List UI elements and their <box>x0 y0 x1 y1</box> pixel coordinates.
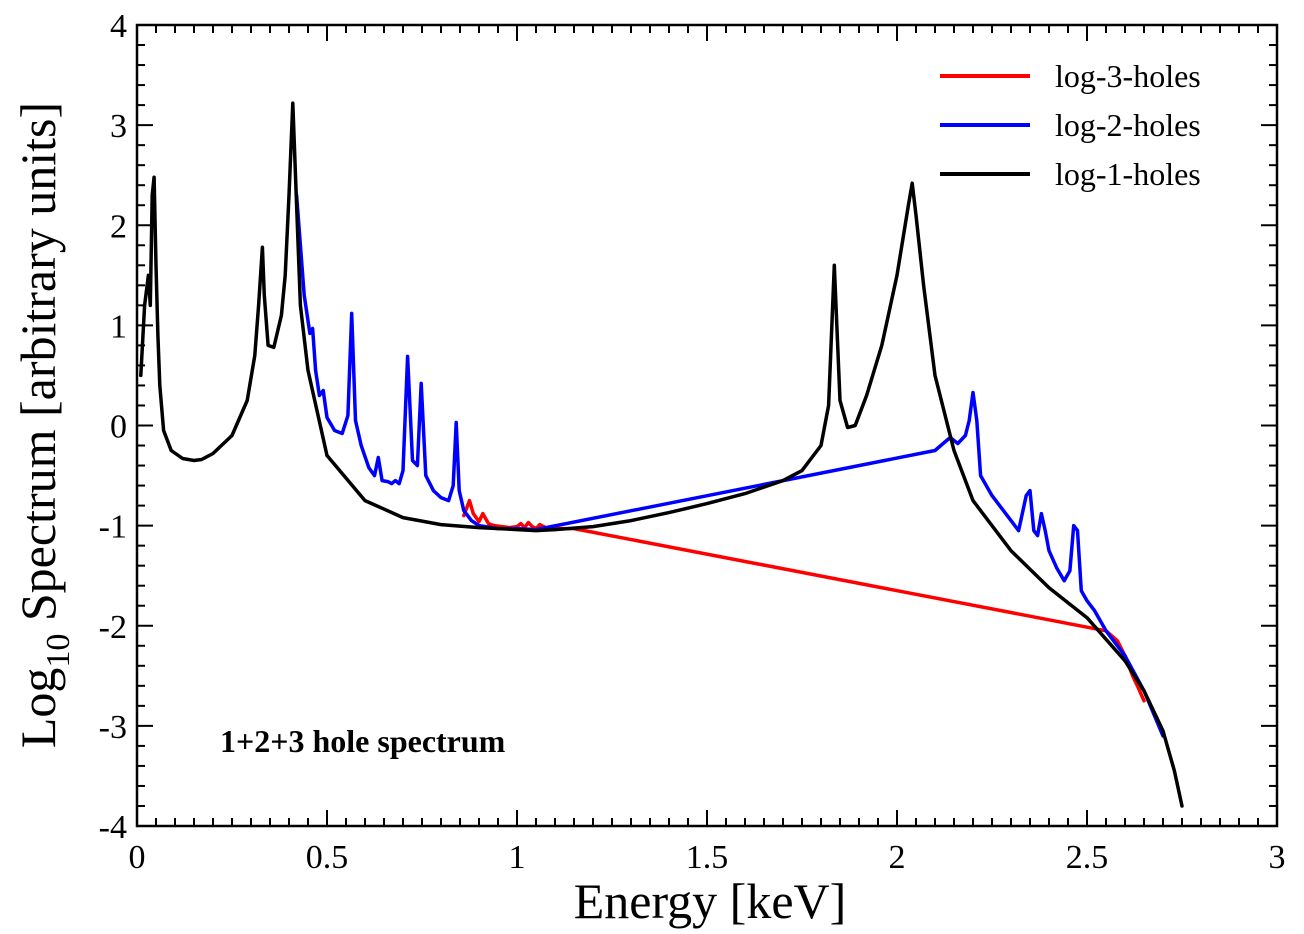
x-axis-title: Energy [keV] <box>574 873 847 929</box>
series-layer <box>139 101 1184 808</box>
y-tick-label: 1 <box>110 308 127 345</box>
y-axis-title-subscript: 10 <box>40 634 77 668</box>
y-axis-title-prefix: Log <box>10 668 66 749</box>
x-tick-label: 2 <box>889 839 906 876</box>
y-tick-label: -3 <box>99 709 127 746</box>
y-axis-title-suffix: Spectrum [arbitrary units] <box>10 102 66 634</box>
x-tick-label: 1.5 <box>686 839 729 876</box>
x-tick-label: 0.5 <box>306 839 349 876</box>
y-tick-label: -2 <box>99 609 127 646</box>
y-tick-label: 3 <box>110 108 127 145</box>
legend-label: log-3-holes <box>1055 58 1201 94</box>
y-tick-label: -4 <box>99 809 127 846</box>
legend-label: log-2-holes <box>1055 107 1201 143</box>
x-tick-label: 3 <box>1269 839 1286 876</box>
series-line-log-3-holes <box>462 498 1146 703</box>
tick-labels: 0 0.5 1 1.5 2 2.5 3 -4 -3 -2 -1 0 1 2 3 4 <box>99 8 1286 876</box>
x-tick-label: 2.5 <box>1066 839 1109 876</box>
y-tick-label: -1 <box>99 509 127 546</box>
y-tick-label: 0 <box>110 409 127 446</box>
chart-annotation: 1+2+3 hole spectrum <box>220 723 506 759</box>
legend: log-3-holes log-2-holes log-1-holes <box>940 58 1201 192</box>
legend-label: log-1-holes <box>1055 156 1201 192</box>
y-axis-title: Log10 Spectrum [arbitrary units] <box>10 102 77 748</box>
y-tick-label: 4 <box>110 8 127 45</box>
axis-ticks <box>136 24 1278 827</box>
series-line-log-2-holes <box>294 193 1165 738</box>
series-line-log-1-holes <box>139 101 1184 808</box>
y-tick-label: 2 <box>110 208 127 245</box>
plot-frame <box>135 23 1279 828</box>
x-tick-label: 0 <box>129 839 146 876</box>
x-tick-label: 1 <box>509 839 526 876</box>
